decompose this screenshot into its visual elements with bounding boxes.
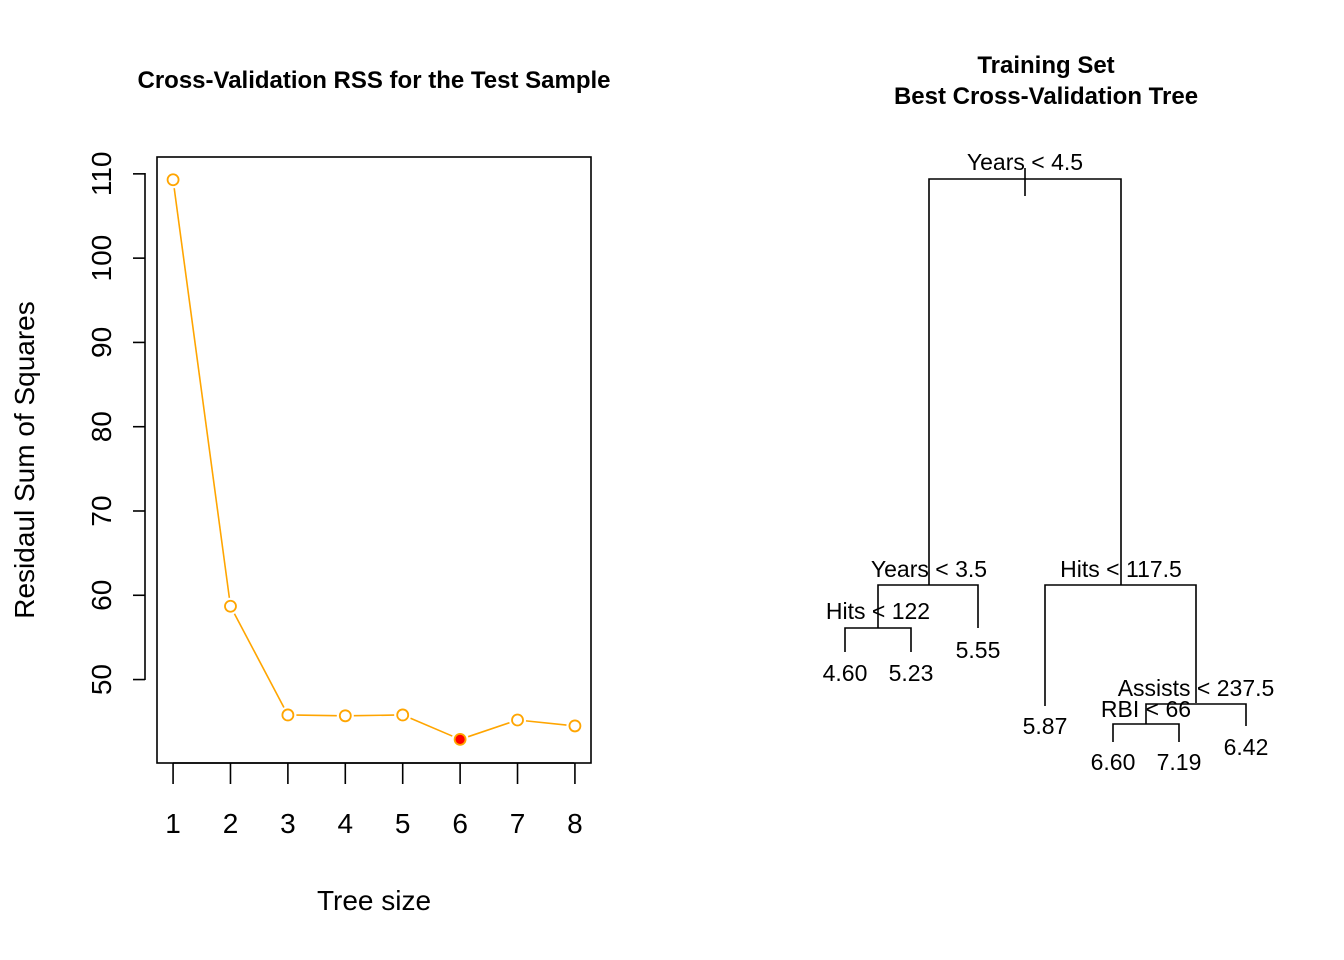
x-tick-label: 6 <box>452 808 468 839</box>
x-tick-label: 5 <box>395 808 411 839</box>
data-point <box>224 599 237 613</box>
y-tick-label: 50 <box>86 664 117 695</box>
tree-title-line-2: Best Cross-Validation Tree <box>894 83 1198 110</box>
series-segment <box>467 721 510 738</box>
x-axis: 1 2 3 4 5 6 7 8 <box>165 762 583 839</box>
x-tick-label: 8 <box>567 808 583 839</box>
rss-series-points <box>166 173 582 746</box>
y-axis-label: Residaul Sum of Squares <box>9 301 40 619</box>
leaf-value: 6.42 <box>1224 734 1269 760</box>
leaf-value: 4.60 <box>823 660 868 686</box>
data-point <box>338 709 352 723</box>
split-label-root: Years < 4.5 <box>967 149 1083 175</box>
series-segment <box>525 720 567 726</box>
cv-chart-title: Cross-Validation RSS for the Test Sample <box>138 67 611 94</box>
data-point <box>396 708 410 722</box>
series-segment <box>296 714 337 717</box>
x-tick-label: 3 <box>280 808 296 839</box>
y-tick-label: 110 <box>86 152 117 197</box>
y-axis: 50 60 70 80 90 100 110 <box>86 152 146 695</box>
y-tick-label: 100 <box>86 235 117 282</box>
best-point <box>453 733 467 746</box>
split-label-assists: Assists < 237.5 <box>1118 675 1275 701</box>
leaf-value: 6.60 <box>1091 749 1136 775</box>
series-segment <box>353 714 395 717</box>
y-tick-label: 90 <box>86 327 117 358</box>
x-tick-label: 7 <box>510 808 526 839</box>
cv-rss-chart: Cross-Validation RSS for the Test Sample… <box>9 67 611 916</box>
x-tick-label: 4 <box>338 808 354 839</box>
x-tick-label: 1 <box>165 808 181 839</box>
plot-box <box>156 156 592 764</box>
rss-series-line <box>173 188 567 738</box>
leaf-value: 5.87 <box>1023 713 1068 739</box>
x-axis-label: Tree size <box>317 885 431 916</box>
data-point <box>166 173 180 187</box>
y-tick-label: 60 <box>86 580 117 611</box>
hits122-split-branch <box>844 627 912 652</box>
root-split-branch <box>928 178 1122 585</box>
y-tick-label: 80 <box>86 411 117 442</box>
years35-split-branch <box>877 584 979 628</box>
split-label-years35: Years < 3.5 <box>871 556 987 582</box>
series-segment <box>410 717 453 737</box>
rbi-split-branch <box>1112 723 1180 742</box>
data-point <box>568 719 582 733</box>
tree-branches <box>844 168 1247 742</box>
data-point <box>281 708 295 722</box>
regression-tree: Training Set Best Cross-Validation Tree … <box>823 52 1275 775</box>
data-point <box>511 713 524 727</box>
tree-title-line-1: Training Set <box>977 52 1114 79</box>
split-label-hits1175: Hits < 117.5 <box>1060 556 1182 582</box>
hits1175-split-branch <box>1044 584 1197 706</box>
series-segment <box>173 188 231 598</box>
leaf-value: 5.23 <box>889 660 934 686</box>
split-label-hits122: Hits < 122 <box>826 598 930 624</box>
leaf-value: 5.55 <box>956 637 1001 663</box>
y-tick-label: 70 <box>86 495 117 526</box>
split-label-rbi: RBI < 66 <box>1101 696 1191 722</box>
x-tick-label: 2 <box>223 808 239 839</box>
assists-split-branch <box>1145 703 1247 726</box>
series-segment <box>233 613 285 708</box>
leaf-value: 7.19 <box>1157 749 1202 775</box>
